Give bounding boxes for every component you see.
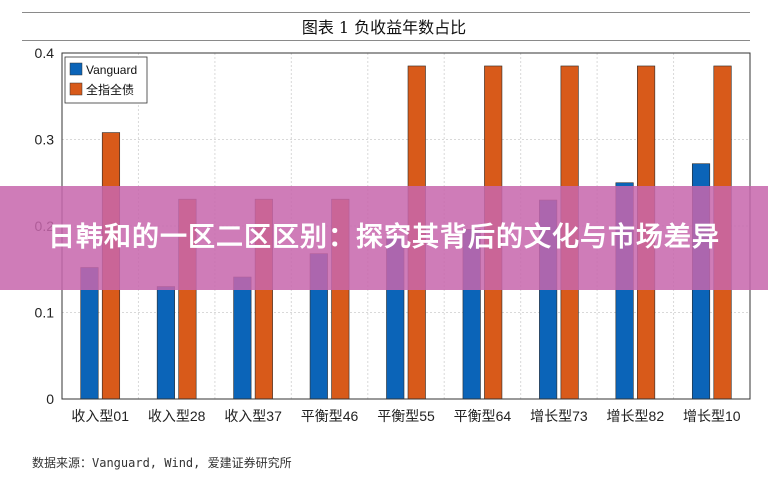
x-tick-label: 增长型10: [683, 408, 741, 424]
x-tick-label: 收入型28: [148, 408, 206, 424]
x-tick-label: 平衡型46: [301, 408, 359, 424]
x-tick-label: 增长型82: [607, 408, 665, 424]
legend-label: Vanguard: [86, 63, 137, 77]
x-tick-label: 收入型01: [71, 408, 129, 424]
title-top-rule: [22, 12, 750, 13]
chart-title: 图表 1 负收益年数占比: [302, 18, 466, 37]
legend-swatch: [69, 62, 83, 76]
source-note: 数据来源：Vanguard, Wind, 爱建证券研究所: [32, 456, 292, 470]
title-bottom-rule: [22, 40, 750, 41]
banner-text: 日韩和的一区二区区别：探究其背后的文化与市场差异: [48, 222, 720, 253]
y-tick-label: 0.4: [35, 45, 55, 61]
x-tick-label: 增长型73: [530, 408, 588, 424]
bar-vanguard: [233, 276, 252, 400]
y-tick-label: 0.3: [35, 132, 55, 148]
legend-swatch: [69, 82, 83, 96]
y-tick-label: 0.1: [35, 305, 55, 321]
legend-label: 全指全债: [86, 82, 134, 97]
overlay-banner: 日韩和的一区二区区别：探究其背后的文化与市场差异: [0, 186, 768, 290]
x-tick-label: 平衡型64: [454, 408, 512, 424]
x-tick-label: 收入型37: [224, 408, 282, 424]
x-tick-label: 平衡型55: [377, 408, 435, 424]
bar-vanguard: [156, 286, 175, 400]
y-tick-label: 0: [46, 391, 54, 407]
